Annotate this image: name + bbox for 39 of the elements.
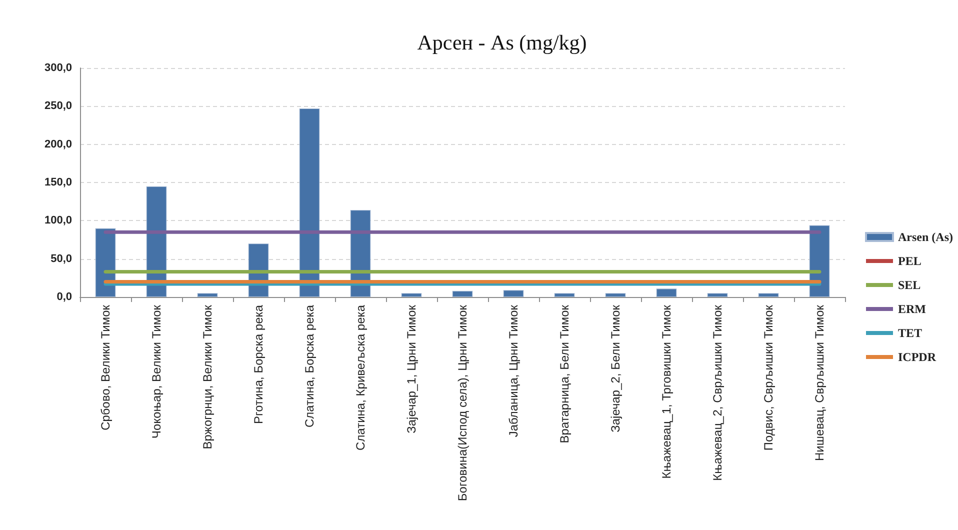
y-tick-label: 100,0 — [44, 214, 72, 227]
y-tick-label: 300,0 — [44, 62, 72, 74]
x-tick-label: Рготина, Борска река — [252, 304, 266, 424]
legend-label: ICPDR — [898, 350, 936, 364]
legend-label: TET — [898, 326, 922, 340]
x-tick-label: Боговина(Испод села), Црни Тимок — [456, 304, 470, 502]
bar — [707, 293, 728, 297]
y-tick-label: 250,0 — [44, 100, 72, 112]
legend-label: PEL — [898, 254, 922, 268]
y-tick-label: 50,0 — [50, 252, 72, 265]
bar — [452, 290, 473, 297]
x-tick-label: Јабланица, Црни Тимок — [506, 304, 520, 438]
x-tick-label: Вратарница, Бели Тимок — [558, 304, 572, 444]
x-tick-label: Зајечар_1, Црни Тимок — [404, 304, 418, 434]
x-tick-label: Слатина, Кривељска река — [354, 304, 368, 450]
bar — [401, 293, 422, 297]
x-tick-label: Чокоњар, Велики Тимок — [150, 304, 164, 438]
y-tick-label: 0,0 — [56, 291, 72, 303]
y-tick-label: 200,0 — [44, 138, 72, 150]
bar — [554, 293, 575, 297]
x-tick-label: Књажевац_1, Трговишки Тимок — [660, 304, 674, 479]
bar — [758, 293, 779, 297]
x-tick-label: Књажевац_2, Сврљишки Тимок — [710, 304, 724, 481]
x-tick-label: Србово, Велики Тимок — [98, 304, 112, 430]
y-tick-label: 150,0 — [44, 176, 72, 188]
bar — [503, 290, 524, 297]
x-tick-label: Зајечар_2, Бели Тимок — [608, 304, 622, 432]
x-tick-label: Вржогрнци, Велики Тимок — [200, 304, 214, 450]
legend-label: Arsen (As) — [898, 230, 953, 244]
legend-label: ERM — [898, 302, 926, 316]
x-tick-label: Нишевац, Сврљишки Тимок — [812, 304, 826, 462]
chart-title: Арсен - As (mg/kg) — [417, 30, 587, 54]
legend-label: SEL — [898, 278, 921, 292]
bar — [299, 108, 320, 297]
bar — [605, 293, 626, 297]
bar — [656, 288, 677, 297]
x-tick-label: Подвис, Сврљишки Тимок — [762, 304, 776, 451]
x-tick-label: Слатина, Борска река — [302, 304, 316, 428]
bar — [197, 293, 218, 297]
